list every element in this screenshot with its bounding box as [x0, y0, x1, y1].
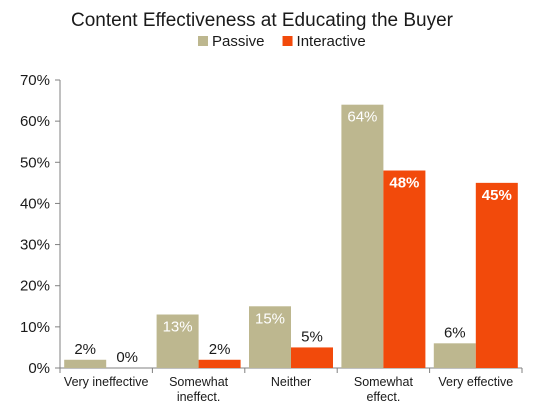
legend-label-passive: Passive	[212, 33, 265, 50]
x-category-label: Somewhat effect.	[354, 375, 414, 404]
y-tick-label: 10%	[20, 319, 50, 336]
x-category-label: Very effective	[438, 375, 513, 389]
y-tick-label: 60%	[20, 113, 50, 130]
bar-interactive	[291, 347, 333, 368]
bar-passive	[64, 359, 107, 368]
bar-passive	[156, 314, 199, 368]
y-tick-label: 30%	[20, 237, 50, 254]
data-label: 6%	[444, 324, 466, 341]
data-label: 64%	[347, 109, 377, 126]
data-label: 2%	[209, 341, 231, 358]
y-tick-label: 70%	[20, 72, 50, 89]
chart-legend: Passive Interactive	[198, 33, 366, 50]
data-label: 0%	[116, 349, 138, 366]
data-label: 45%	[482, 187, 512, 204]
y-tick-label: 20%	[20, 278, 50, 295]
bar-passive	[249, 306, 291, 368]
x-axis: Very ineffective Somewhat ineffect. Neither…	[59, 367, 523, 404]
data-labels: 2% 13% 15% 64% 6% 0% 2% 5% 48% 45%	[74, 109, 511, 366]
y-tick-label: 40%	[20, 195, 50, 212]
x-category-label: Somewhat ineffect.	[169, 375, 229, 404]
x-category-label: Very ineffective	[64, 375, 149, 389]
bar-interactive	[198, 359, 241, 368]
data-label: 15%	[255, 310, 285, 327]
chart-title: Content Effectiveness at Educating the B…	[71, 10, 454, 31]
bar-interactive	[475, 182, 518, 368]
legend-label-interactive: Interactive	[297, 33, 366, 50]
legend-swatch-passive	[198, 36, 208, 46]
data-label: 48%	[389, 175, 419, 192]
x-category-label: Neither	[271, 375, 311, 389]
data-label: 2%	[74, 341, 96, 358]
bar-passive	[433, 343, 476, 368]
data-label: 13%	[163, 319, 193, 336]
bar-passive	[341, 104, 384, 368]
legend-swatch-interactive	[282, 36, 293, 46]
y-axis: 0% 10% 20% 30% 40% 50% 60% 70%	[20, 72, 61, 377]
bar-interactive	[383, 170, 426, 368]
y-tick-label: 0%	[28, 360, 50, 377]
y-tick-label: 50%	[20, 154, 50, 171]
bars	[64, 104, 518, 368]
data-label: 5%	[301, 328, 323, 345]
